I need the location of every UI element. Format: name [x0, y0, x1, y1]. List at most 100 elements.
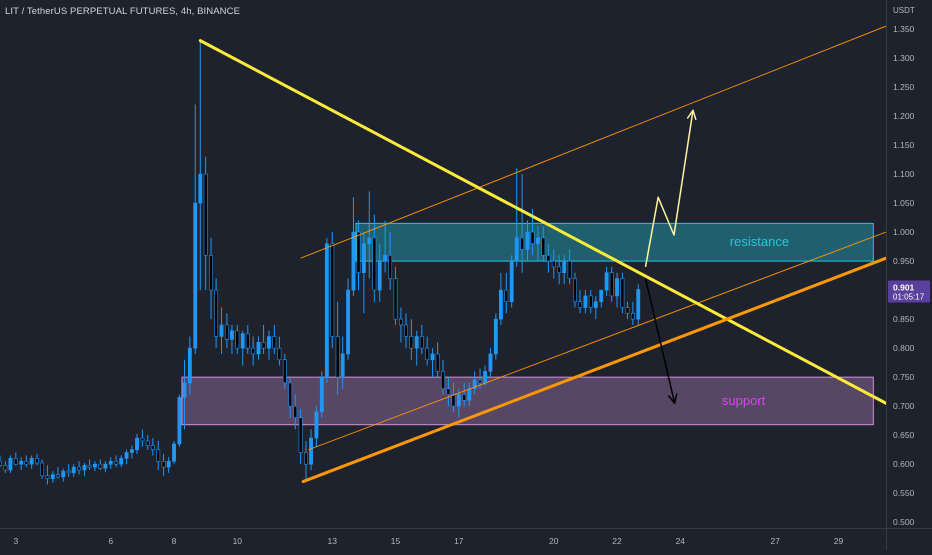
candle-body — [267, 336, 271, 349]
candle — [0, 455, 2, 468]
candle-body — [0, 460, 2, 466]
candle — [29, 455, 34, 469]
candle-body — [583, 295, 588, 308]
candle-body — [219, 324, 224, 337]
candle-body — [177, 397, 182, 445]
candle — [230, 324, 234, 354]
y-tick-label: 0.500 — [893, 517, 915, 527]
candle-body — [419, 336, 424, 349]
y-tick-label: 1.250 — [893, 82, 915, 92]
candle — [393, 266, 398, 325]
y-tick-label: 0.800 — [893, 343, 915, 353]
candle-body — [493, 318, 498, 355]
candle-body — [361, 243, 366, 274]
candle — [172, 440, 176, 465]
candle-body — [599, 289, 604, 303]
candle-body — [256, 342, 261, 355]
candle-body — [130, 449, 134, 453]
candle-body — [209, 254, 213, 291]
candle — [509, 255, 514, 308]
candle — [620, 272, 625, 314]
candle-body — [224, 324, 229, 340]
candle — [272, 324, 277, 354]
candle — [19, 457, 24, 470]
x-tick-label: 20 — [549, 536, 559, 546]
candle — [235, 324, 240, 354]
candle-body — [467, 388, 472, 401]
candle — [361, 232, 366, 314]
candle-body — [509, 260, 514, 303]
candle-body — [609, 272, 614, 297]
candle-body — [483, 371, 488, 384]
candle — [356, 220, 361, 291]
candle — [224, 313, 229, 349]
candle-body — [245, 333, 250, 349]
candle-body — [87, 465, 92, 468]
y-tick-label: 1.300 — [893, 53, 915, 63]
candle-body — [498, 289, 503, 320]
candle-body — [193, 202, 198, 349]
candle — [298, 409, 303, 465]
candle-body — [551, 260, 556, 268]
candle — [625, 301, 630, 320]
candle — [609, 266, 614, 302]
drawings-layer — [198, 25, 888, 484]
candle — [404, 313, 408, 349]
candle-body — [45, 475, 50, 479]
arrow-path — [644, 278, 676, 404]
y-tick-label: 0.600 — [893, 459, 915, 469]
candle — [604, 266, 609, 296]
candle-body — [620, 278, 625, 308]
candle — [177, 394, 182, 447]
candle-body — [636, 289, 641, 320]
candle-body — [435, 353, 440, 372]
candle-body — [19, 460, 24, 465]
candle — [98, 459, 103, 470]
candle-body — [393, 278, 398, 320]
candle — [24, 455, 29, 468]
candle-body — [114, 460, 119, 465]
bearish-path-arrow — [644, 278, 678, 405]
candle — [562, 255, 567, 285]
candle-body — [478, 379, 482, 384]
candle — [441, 359, 445, 395]
candle — [240, 330, 245, 366]
candle — [414, 330, 419, 366]
candle — [551, 249, 556, 279]
candle — [40, 459, 45, 479]
candle — [409, 319, 414, 360]
support-zone — [181, 376, 874, 426]
candle-body — [240, 333, 245, 349]
candle-body — [630, 313, 635, 320]
candle — [124, 449, 129, 465]
arrow-head — [686, 109, 697, 121]
price-tag-box — [888, 280, 930, 303]
candle — [630, 301, 635, 325]
candle-body — [251, 347, 256, 355]
candle-body — [172, 443, 176, 462]
candle — [108, 457, 113, 469]
descending-resistance — [198, 39, 888, 405]
candle — [209, 237, 213, 320]
candle — [599, 289, 604, 308]
candle-body — [203, 173, 208, 256]
candle — [419, 324, 424, 354]
candle-body — [293, 405, 298, 419]
candle — [256, 336, 261, 360]
arrow-path — [644, 110, 694, 268]
candle — [578, 290, 582, 314]
candle — [514, 168, 519, 267]
candle-body — [71, 466, 76, 474]
candle-body — [161, 460, 166, 468]
price-tag-value: 0.901 — [893, 283, 915, 293]
candle — [435, 342, 440, 378]
candles-layer — [0, 40, 641, 485]
candle-body — [61, 470, 66, 478]
candle — [288, 377, 293, 418]
candle-body — [356, 231, 361, 274]
candle — [193, 104, 198, 354]
x-tick-label: 8 — [172, 536, 177, 546]
candle — [77, 461, 82, 475]
